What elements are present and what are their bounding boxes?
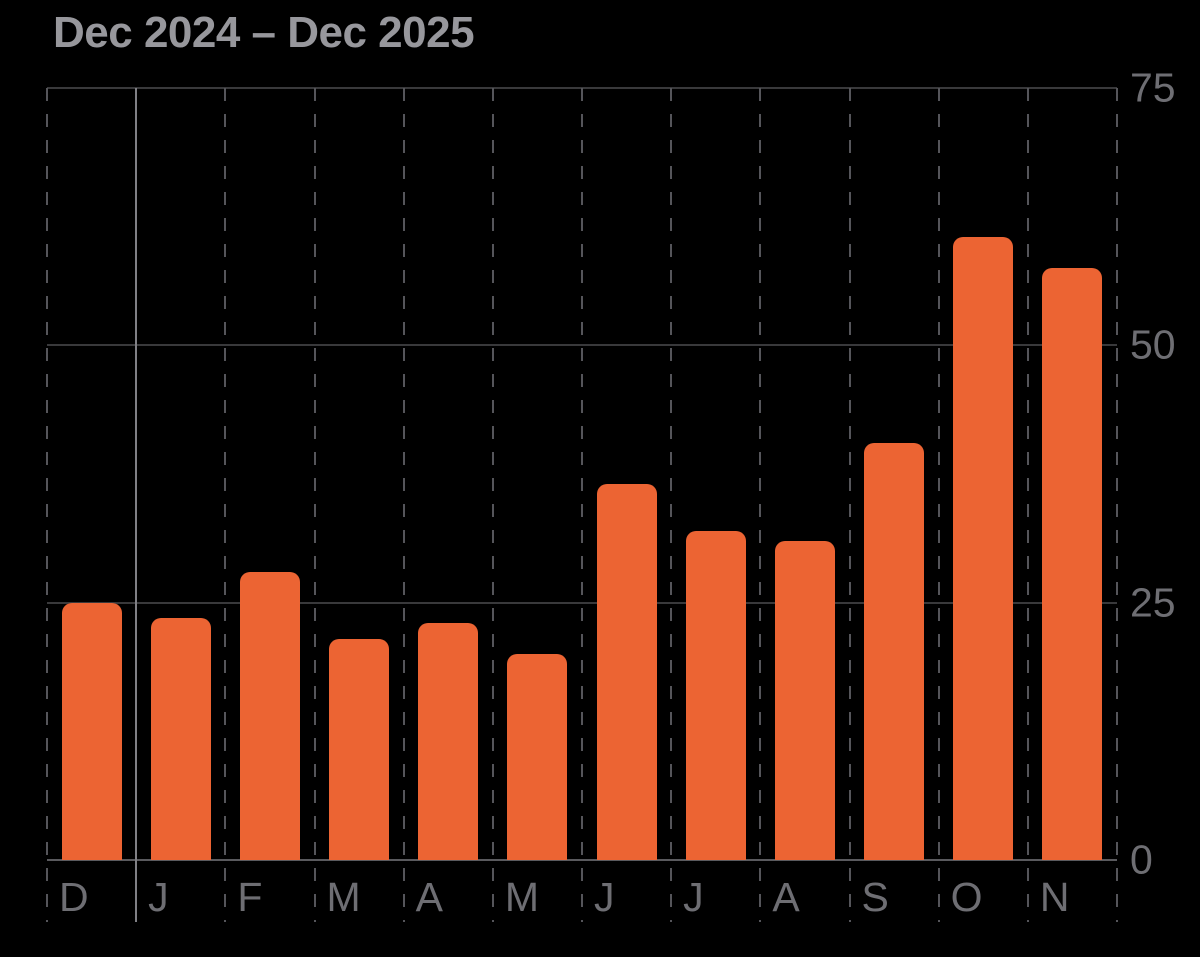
bar-m-5[interactable] xyxy=(507,654,568,860)
x-axis-tick-label: A xyxy=(415,874,444,920)
vertical-gridline-dashed xyxy=(46,88,48,922)
chart-date-range-title: Dec 2024 – Dec 2025 xyxy=(53,8,475,57)
x-axis-tick-label: S xyxy=(861,874,889,920)
y-axis-tick-label: 50 xyxy=(1130,321,1176,368)
vertical-gridline-dashed xyxy=(1116,88,1118,922)
vertical-gridline-dashed xyxy=(402,88,405,922)
x-axis-tick-label: M xyxy=(504,874,539,920)
x-axis-tick-label: N xyxy=(1039,874,1070,920)
bar-o-10[interactable] xyxy=(953,237,1014,860)
vertical-gridline-dashed xyxy=(224,88,227,922)
x-axis-tick-label: A xyxy=(772,874,800,920)
bar-d-0[interactable] xyxy=(61,602,122,860)
x-axis-tick-label: M xyxy=(326,874,361,920)
bar-f-2[interactable] xyxy=(239,571,300,860)
vertical-gridline-dashed xyxy=(491,88,494,922)
x-axis-tick-label: J xyxy=(148,874,169,920)
x-axis-tick-label: F xyxy=(237,874,263,920)
vertical-gridline-dashed xyxy=(313,88,316,922)
bar-n-11[interactable] xyxy=(1042,268,1103,860)
vertical-gridline-dashed xyxy=(937,88,940,922)
vertical-gridline-dashed xyxy=(670,88,673,922)
bar-a-4[interactable] xyxy=(418,623,479,860)
bar-a-8[interactable] xyxy=(774,540,835,860)
y-axis-tick-label: 25 xyxy=(1130,579,1176,626)
y-axis-tick-label: 0 xyxy=(1130,836,1153,883)
x-axis-tick-label: J xyxy=(594,874,615,920)
vertical-gridline-dashed xyxy=(848,88,851,922)
vertical-gridline-dashed xyxy=(581,88,583,922)
vertical-gridline-dashed xyxy=(759,88,762,922)
x-axis-tick-label: J xyxy=(683,874,704,920)
y-axis-tick-label: 75 xyxy=(1130,64,1176,111)
x-axis-tick-label: D xyxy=(59,874,89,920)
bar-s-9[interactable] xyxy=(864,443,925,860)
vertical-gridline-dashed xyxy=(1026,88,1029,922)
bar-j-7[interactable] xyxy=(685,530,746,860)
bar-j-6[interactable] xyxy=(596,484,657,860)
x-axis-tick-label: O xyxy=(950,874,983,920)
year-divider-line xyxy=(135,88,138,922)
bar-j-1[interactable] xyxy=(150,618,211,860)
bar-m-3[interactable] xyxy=(329,638,390,860)
